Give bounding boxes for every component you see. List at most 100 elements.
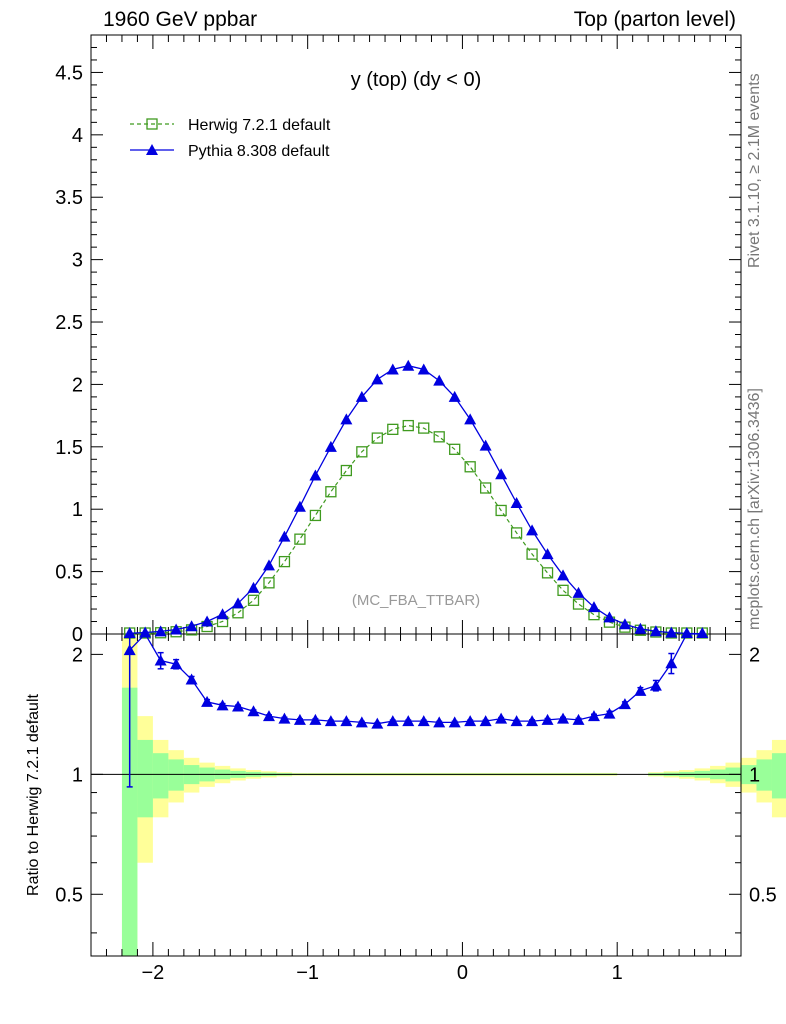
header-right: Top (parton level) xyxy=(573,8,736,31)
ratio-point xyxy=(371,717,384,729)
pythia-point xyxy=(572,586,585,598)
pythia-line xyxy=(129,365,703,635)
herwig-point xyxy=(263,577,275,589)
legend-pythia-label: Pythia 8.308 default xyxy=(188,143,330,160)
ratio-point xyxy=(123,644,136,656)
ratio-ytick-label: 0.5 xyxy=(55,884,83,906)
main-ytick-label: 4 xyxy=(72,125,83,147)
ratio-point xyxy=(618,698,631,710)
herwig-point xyxy=(247,594,260,606)
ratio-point xyxy=(216,699,229,711)
ratio-point xyxy=(232,700,245,712)
herwig-point xyxy=(433,431,445,443)
main-ytick-label: 4.5 xyxy=(55,62,83,84)
ratio-point xyxy=(262,710,275,722)
pythia-point xyxy=(139,626,152,638)
chart-title: y (top) (dy < 0) xyxy=(351,69,482,91)
ratio-point xyxy=(278,712,291,724)
pythia-point xyxy=(216,608,229,620)
pythia-point xyxy=(510,496,523,508)
pythia-point xyxy=(355,390,368,402)
ratio-point xyxy=(649,679,662,691)
main-ytick-label: 1 xyxy=(72,499,83,521)
ratio-band-green xyxy=(756,759,772,791)
pythia-point xyxy=(340,413,353,425)
ratio-point xyxy=(448,716,461,728)
ratio-ylabel: Ratio to Herwig 7.2.1 default xyxy=(25,694,42,896)
herwig-point xyxy=(294,533,306,545)
herwig-point xyxy=(278,555,291,568)
pythia-point xyxy=(649,625,662,637)
pythia-point xyxy=(433,374,446,386)
ratio-ytick-label: 2 xyxy=(72,644,83,666)
pythia-point xyxy=(603,611,616,623)
ratio-point xyxy=(526,715,539,727)
herwig-point xyxy=(356,446,368,458)
ratio-point xyxy=(557,712,570,724)
herwig-point xyxy=(325,486,337,498)
xtick-label: −2 xyxy=(141,962,164,984)
pythia-point xyxy=(201,615,214,627)
ratio-point xyxy=(495,712,508,724)
pythia-point xyxy=(696,627,709,638)
pythia-point xyxy=(278,530,291,542)
ratio-point xyxy=(309,713,322,725)
xtick-label: 1 xyxy=(612,962,623,984)
pythia-point xyxy=(587,601,600,613)
xtick-label: −1 xyxy=(296,962,319,984)
ratio-point xyxy=(170,658,183,670)
pythia-point xyxy=(309,469,322,481)
herwig-point xyxy=(495,504,507,517)
herwig-point xyxy=(418,422,430,434)
main-ytick-label: 2 xyxy=(72,374,83,396)
ratio-point xyxy=(355,716,368,728)
herwig-point xyxy=(371,432,383,444)
herwig-point xyxy=(387,423,399,435)
pythia-point xyxy=(479,439,492,451)
xtick-label: 0 xyxy=(457,962,468,984)
pythia-point xyxy=(448,390,461,402)
ratio-ytick-label: 1 xyxy=(749,764,760,786)
pythia-point xyxy=(634,622,647,634)
ratio-point xyxy=(185,673,198,685)
ratio-band-green xyxy=(121,687,138,956)
herwig-point xyxy=(541,567,554,579)
ratio-bands-layer xyxy=(121,637,786,956)
main-ytick-label: 0 xyxy=(72,624,83,646)
ratio-point xyxy=(634,684,647,696)
pythia-point xyxy=(464,413,477,425)
ratio-band-green xyxy=(137,739,153,818)
ratio-point xyxy=(572,713,585,725)
ratio-band-green xyxy=(168,759,184,791)
ratio-point xyxy=(541,713,554,725)
main-ytick-label: 2.5 xyxy=(55,312,83,334)
pythia-point xyxy=(232,597,245,609)
herwig-point xyxy=(309,509,322,522)
ratio-point xyxy=(479,715,492,727)
ratio-point xyxy=(665,657,678,669)
herwig-point xyxy=(232,607,244,619)
main-ytick-label: 3 xyxy=(72,250,83,272)
legend-pythia-marker xyxy=(146,144,158,155)
pythia-point xyxy=(526,524,539,536)
main-ytick-label: 0.5 xyxy=(55,562,83,584)
ratio-point xyxy=(293,713,306,725)
herwig-point xyxy=(449,443,461,455)
herwig-point xyxy=(510,527,523,539)
ratio-point xyxy=(201,695,214,707)
herwig-point xyxy=(557,584,569,596)
ratio-point xyxy=(154,654,167,666)
herwig-point xyxy=(340,464,353,477)
legend-herwig-label: Herwig 7.2.1 default xyxy=(188,117,331,134)
pythia-point xyxy=(402,359,415,371)
pythia-point xyxy=(371,373,384,385)
pythia-point xyxy=(324,440,337,452)
pythia-point xyxy=(495,468,508,480)
pythia-point xyxy=(293,500,306,512)
pythia-point xyxy=(680,627,693,638)
herwig-point xyxy=(526,548,538,560)
ratio-point xyxy=(417,715,430,727)
pythia-point xyxy=(170,623,183,635)
ratio-point xyxy=(340,715,353,727)
